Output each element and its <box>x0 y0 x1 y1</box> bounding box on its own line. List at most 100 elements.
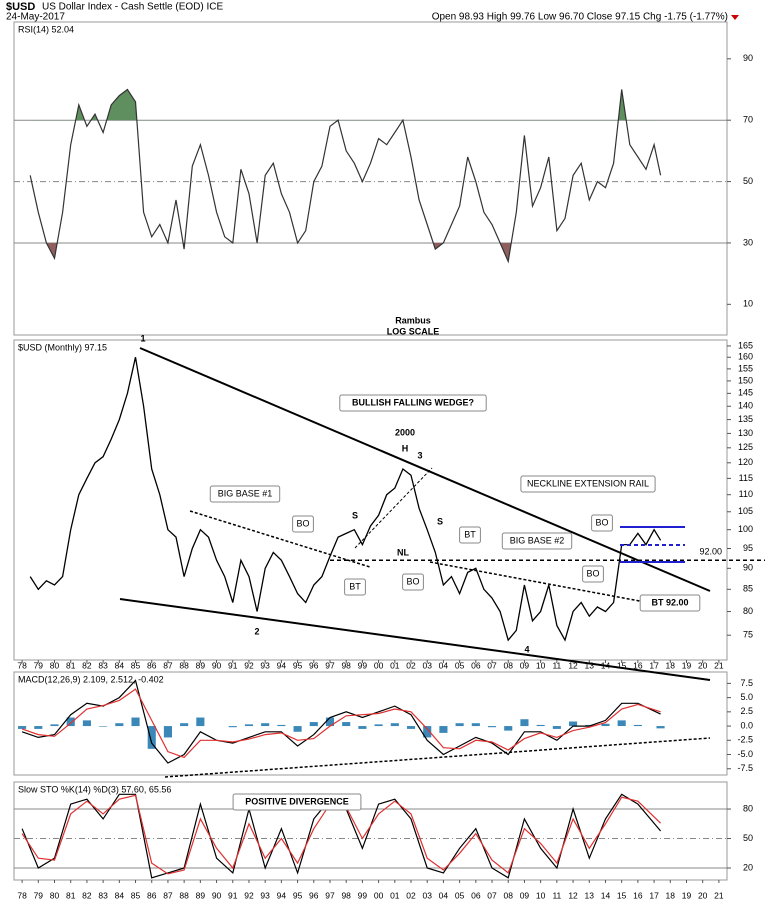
histogram-bar <box>504 726 513 731</box>
y-tick-label: 155 <box>738 363 753 373</box>
x-tick-label: 97 <box>325 890 335 900</box>
histogram-bar <box>633 724 642 727</box>
y-tick-label: 0.0 <box>740 720 753 730</box>
x-tick-label: 19 <box>682 660 692 670</box>
panel: $USD (Monthly) 97.1575808590951001051101… <box>13 339 765 670</box>
hs-neckline <box>354 467 433 549</box>
histogram-bar <box>196 717 205 727</box>
x-tick-label: 82 <box>82 660 92 670</box>
histogram-bar <box>261 723 270 727</box>
y-tick-label: 105 <box>738 506 753 516</box>
x-tick-label: 92 <box>244 890 254 900</box>
x-tick-label: 07 <box>487 660 497 670</box>
histogram-bar <box>18 726 27 729</box>
overbought-fill <box>30 89 661 121</box>
symbol: $USD <box>6 1 35 13</box>
instrument-name: US Dollar Index - Cash Settle (EOD) ICE <box>42 2 223 13</box>
x-tick-label: 05 <box>455 660 465 670</box>
histogram-bar <box>520 719 529 727</box>
x-tick-label: 97 <box>325 660 335 670</box>
x-tick-label: 79 <box>34 890 44 900</box>
x-tick-label: 86 <box>147 660 157 670</box>
x-tick-label: 00 <box>374 890 384 900</box>
x-tick-label: 92 <box>244 660 254 670</box>
y-tick-label: 125 <box>738 442 753 452</box>
x-tick-label: 07 <box>487 890 497 900</box>
y-tick-label: 20 <box>743 862 753 872</box>
x-tick-label: 78 <box>17 660 27 670</box>
annotation: H <box>402 443 409 453</box>
annotation-box <box>402 573 424 591</box>
x-tick-label: 11 <box>552 660 561 670</box>
x-tick-label: 98 <box>341 660 351 670</box>
series-line <box>29 88 662 264</box>
annotation: 3 <box>417 450 422 460</box>
big-base-2-line <box>429 561 646 603</box>
annotation: 2000 <box>395 427 415 437</box>
x-tick-label: 95 <box>293 890 303 900</box>
x-tick-label: 04 <box>439 890 449 900</box>
histogram-bar <box>471 723 480 727</box>
x-tick-label: 80 <box>50 660 60 670</box>
annotation: BO <box>406 576 419 586</box>
annotation: S <box>437 516 443 526</box>
x-tick-label: 06 <box>471 890 481 900</box>
x-tick-label: 00 <box>374 660 384 670</box>
x-tick-label: 93 <box>260 660 270 670</box>
x-tick-label: 84 <box>115 890 125 900</box>
panel: MACD(12,26,9) 2.109, 2.512, -0.402 7.5 5.0… <box>13 671 753 776</box>
x-tick-label: 16 <box>633 660 643 670</box>
x-tick-label: 83 <box>98 890 108 900</box>
annotation: 1 <box>140 333 145 343</box>
y-tick-label: 80 <box>743 803 753 813</box>
y-tick-label: 7.5 <box>740 678 753 688</box>
x-tick-label: 91 <box>228 890 238 900</box>
y-tick-label: 135 <box>738 414 753 424</box>
x-tick-label: 13 <box>585 890 595 900</box>
y-tick-label: 50 <box>743 833 753 843</box>
annotation: NL <box>397 547 409 557</box>
chart-date: 24-May-2017 <box>6 12 65 23</box>
x-tick-label: 17 <box>649 890 659 900</box>
histogram-bar <box>50 724 59 727</box>
y-tick-label: 90 <box>743 563 753 573</box>
annotation-box <box>459 526 481 544</box>
y-tick-label: 115 <box>739 473 753 483</box>
series-line <box>21 688 661 759</box>
x-tick-label: 09 <box>520 890 530 900</box>
oversold-fill <box>30 242 661 262</box>
x-tick-label: 02 <box>406 890 416 900</box>
x-tick-label: 01 <box>390 890 400 900</box>
y-tick-label: 30 <box>743 237 753 247</box>
annotation: BT <box>464 529 476 539</box>
annotation-box <box>501 532 573 550</box>
x-tick-label: 15 <box>617 660 627 670</box>
histogram-bar <box>552 726 561 729</box>
histogram-bar <box>325 717 335 727</box>
series-line <box>21 679 661 764</box>
y-tick-label: 75 <box>743 630 753 640</box>
annotation-box <box>292 515 314 533</box>
annotation-box <box>639 594 701 612</box>
reference-label: 92.00 <box>699 547 722 557</box>
x-tick-label: 18 <box>666 890 676 900</box>
panel-frame <box>13 21 728 336</box>
y-tick-label: 50 <box>743 176 753 186</box>
x-tick-label: 99 <box>358 660 368 670</box>
annotation: 4 <box>524 644 529 654</box>
histogram-bar <box>180 723 189 727</box>
panel-label: Slow STO %K(14) %D(3) 57.60, 65.56 <box>18 784 171 794</box>
y-tick-label: -2.5 <box>737 735 753 745</box>
y-tick-label: 100 <box>738 524 753 534</box>
y-tick-label: 95 <box>743 543 753 553</box>
x-tick-label: 79 <box>34 660 44 670</box>
down-arrow <box>731 15 739 20</box>
histogram-bar <box>293 726 302 732</box>
x-tick-label: 82 <box>82 890 92 900</box>
x-tick-label: 85 <box>131 890 141 900</box>
x-tick-label: 98 <box>341 890 351 900</box>
panel-label: $USD (Monthly) 97.15 <box>18 342 107 352</box>
y-tick-label: -5.0 <box>737 749 753 759</box>
y-tick-label: 110 <box>739 489 753 499</box>
y-tick-label: 10 <box>743 299 753 309</box>
